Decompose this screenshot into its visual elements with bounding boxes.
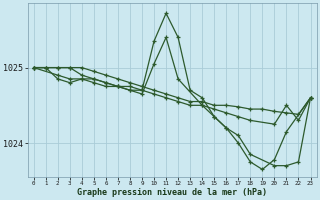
X-axis label: Graphe pression niveau de la mer (hPa): Graphe pression niveau de la mer (hPa) — [77, 188, 267, 197]
